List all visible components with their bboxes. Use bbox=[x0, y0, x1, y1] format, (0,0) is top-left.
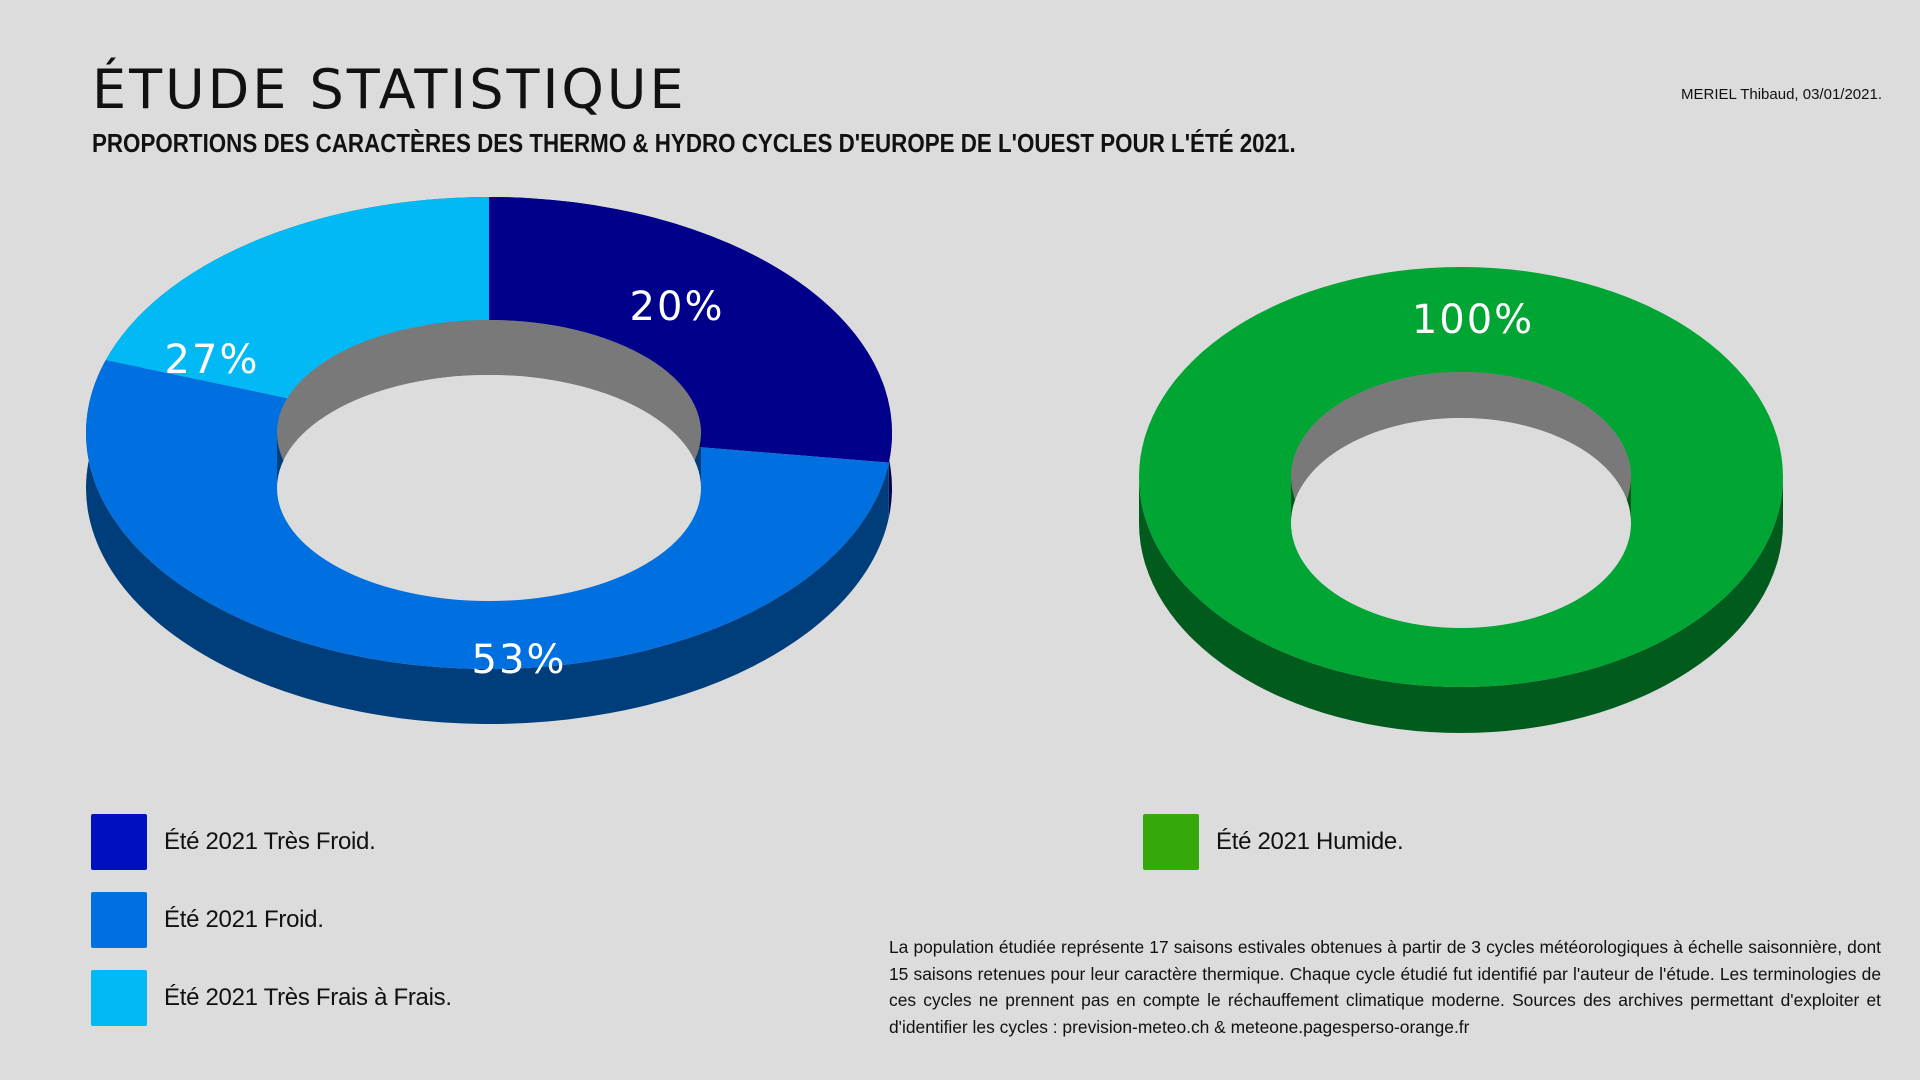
legend-item-tres-frais: Été 2021 Très Frais à Frais. bbox=[91, 970, 452, 1026]
legend-label: Été 2021 Froid. bbox=[164, 906, 324, 933]
donut-slice-1 bbox=[85, 360, 889, 669]
donut-hole-wall bbox=[277, 320, 701, 488]
donut-chart-temperature: 27% 53% 20% bbox=[85, 197, 893, 724]
data-label-0: 100% bbox=[1412, 297, 1534, 343]
donut-chart-humidity: 100% bbox=[1139, 267, 1783, 733]
donut-slice-0 bbox=[489, 197, 892, 463]
methodology-note: La population étudiée représente 17 sais… bbox=[889, 937, 1881, 1037]
page-title: ÉTUDE STATISTIQUE bbox=[92, 58, 687, 121]
donut-slice-2 bbox=[105, 197, 490, 399]
legend-swatch bbox=[91, 892, 147, 948]
data-label-1: 53% bbox=[472, 637, 567, 683]
page-subtitle: PROPORTIONS DES CARACTÈRES DES THERMO & … bbox=[92, 128, 1296, 158]
legend-item-froid: Été 2021 Froid. bbox=[91, 892, 324, 948]
data-label-2: 20% bbox=[630, 284, 725, 330]
author-date: MERIEL Thibaud, 03/01/2021. bbox=[1681, 86, 1882, 103]
donut-slice-0 bbox=[1139, 267, 1783, 687]
legend-swatch bbox=[91, 814, 147, 870]
data-label-0: 27% bbox=[165, 337, 260, 383]
donut-hole bbox=[277, 375, 701, 601]
legend-label: Été 2021 Très Frais à Frais. bbox=[164, 984, 452, 1011]
legend-label: Été 2021 Très Froid. bbox=[164, 828, 376, 855]
donut-hole bbox=[1291, 418, 1631, 628]
donut-hole-wall bbox=[1291, 372, 1631, 523]
legend-swatch bbox=[1143, 814, 1199, 870]
legend-label: Été 2021 Humide. bbox=[1216, 828, 1404, 855]
legend-item-humide: Été 2021 Humide. bbox=[1143, 814, 1404, 870]
legend-swatch bbox=[91, 970, 147, 1026]
legend-item-tres-froid: Été 2021 Très Froid. bbox=[91, 814, 376, 870]
donut-wall-0 bbox=[1139, 477, 1783, 733]
